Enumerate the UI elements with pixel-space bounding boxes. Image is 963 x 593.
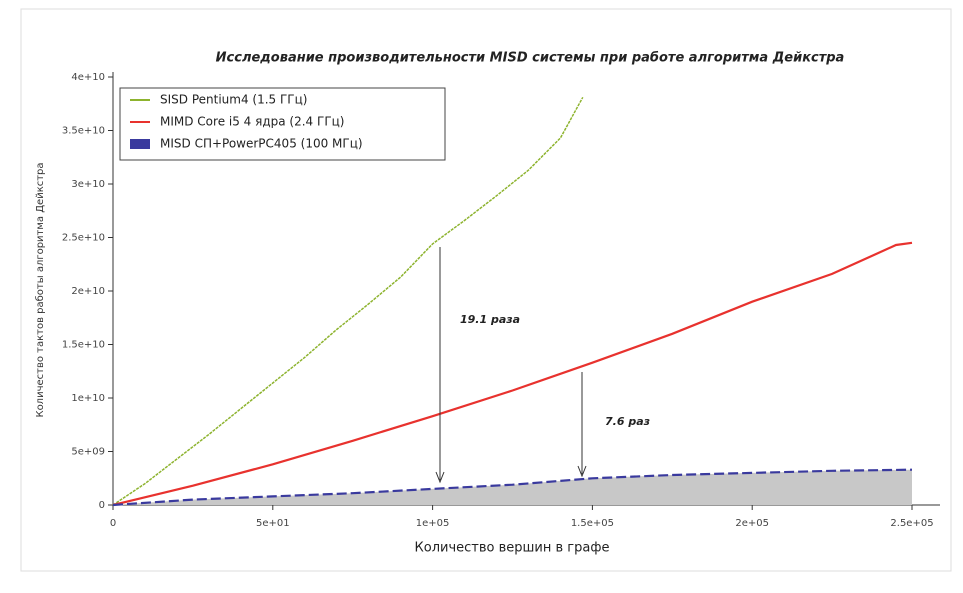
y-tick-label: 3.5e+10	[62, 126, 105, 137]
y-tick-label: 5e+09	[71, 447, 105, 458]
area	[113, 469, 912, 505]
y-tick-label: 1.5e+10	[62, 340, 105, 351]
line	[112, 468, 913, 507]
x-axis-label: Количество вершин в графе	[415, 541, 610, 556]
arrow-head	[577, 465, 587, 478]
x-tick-label: 0	[110, 518, 116, 529]
y-tick-label: 2.5e+10	[62, 233, 105, 244]
line	[112, 241, 913, 507]
x-tick-label: 2.5e+05	[890, 518, 933, 529]
arrow-head	[435, 471, 445, 484]
y-tick-label: 1e+10	[71, 393, 105, 404]
x-tick-label: 5e+01	[256, 518, 290, 529]
line	[112, 96, 584, 506]
plot: 0 5e+09 1e+10 1.5e+10 2e+10 2.5e+10 3e+10 3.5e+…	[62, 72, 940, 529]
legend-box	[119, 87, 446, 161]
x-tick-label: 1.5e+05	[571, 518, 614, 529]
y-tick-label: 0	[99, 500, 105, 511]
chart-title: Исследование производительности MISD сис…	[216, 51, 845, 66]
annotation: 19.1 раза	[460, 313, 520, 326]
legend-swatch	[130, 139, 150, 149]
y-tick-label: 3e+10	[71, 179, 105, 190]
y-tick-label: 4e+10	[71, 72, 105, 83]
legend-label: SISD Pentium4 (1.5 ГГц)	[160, 93, 307, 107]
legend: SISD Pentium4 (1.5 ГГц) MIMD Core i5 4 яд…	[119, 87, 446, 161]
annotation: 7.6 раз	[605, 415, 650, 428]
x-tick-label: 2e+05	[735, 518, 769, 529]
legend-label: MIMD Core i5 4 ядра (2.4 ГГц)	[160, 115, 345, 129]
y-tick-label: 2e+10	[71, 286, 105, 297]
x-tick-label: 1e+05	[416, 518, 450, 529]
y-axis-label: Количество тактов работы алгоритма Дейкс…	[35, 162, 46, 417]
legend-label: MISD СП+PowerPC405 (100 МГц)	[160, 137, 363, 151]
